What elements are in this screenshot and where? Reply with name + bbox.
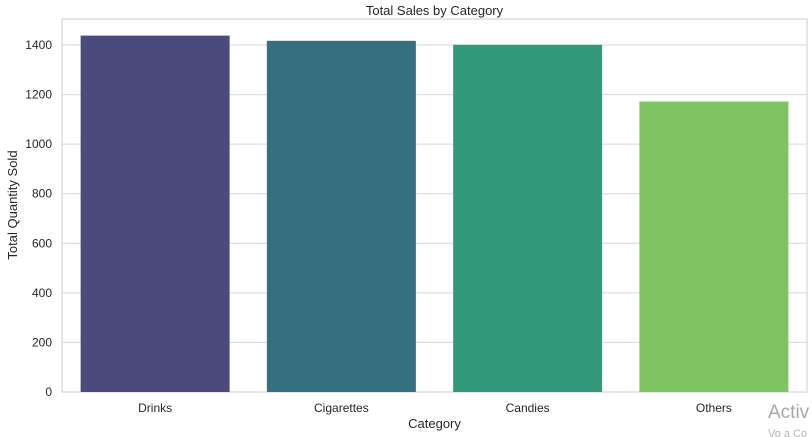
y-axis-title: Total Quantity Sold [5,150,20,259]
x-tick-label-drinks: Drinks [138,401,172,415]
y-tick-label: 400 [32,286,52,300]
y-tick-label: 1200 [25,88,52,102]
chart-title: Total Sales by Category [366,3,504,18]
y-tick-label: 0 [45,385,52,399]
x-axis-title: Category [408,416,461,431]
y-tick-label: 1400 [25,38,52,52]
y-tick-label: 1000 [25,137,52,151]
bar-cigarettes [266,40,416,392]
bar-drinks [80,35,230,392]
y-tick-labels: 0 200 400 600 800 1000 1200 1400 [25,38,52,399]
bar-others [639,101,789,393]
bars [80,35,789,393]
y-tick-label: 600 [32,236,52,250]
x-tick-label-others: Others [696,401,732,415]
x-tick-label-cigarettes: Cigarettes [314,401,369,415]
x-tick-labels: Drinks Cigarettes Candies Others [138,401,732,415]
bar-candies [453,44,603,392]
x-tick-label-candies: Candies [506,401,550,415]
y-tick-label: 200 [32,335,52,349]
plot-frame [61,18,808,393]
y-tick-label: 800 [32,187,52,201]
